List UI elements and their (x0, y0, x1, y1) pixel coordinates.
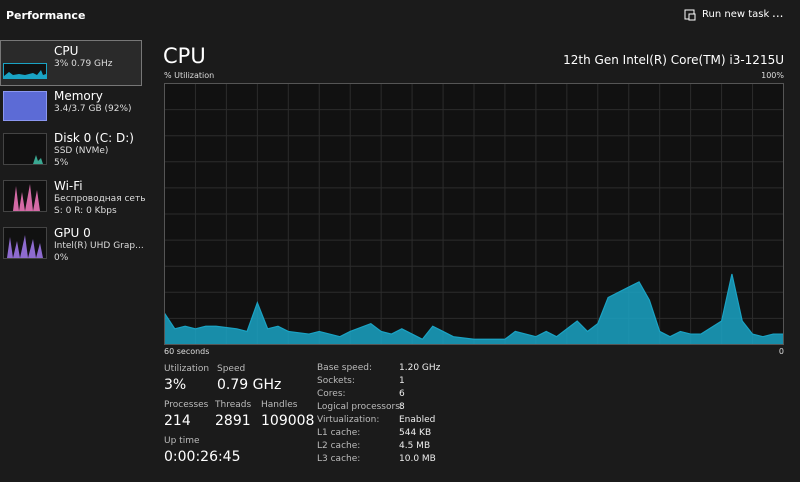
disk-thumb (3, 133, 47, 165)
spec-value: 8 (399, 402, 405, 412)
sidebar-item-detail: 5% (54, 158, 69, 168)
sidebar-item-detail: Беспроводная сеть (54, 194, 146, 204)
cpu-thumb (3, 63, 47, 79)
stat-value: 0.79 GHz (217, 377, 282, 393)
spec-value: 1 (399, 376, 405, 386)
spec-label: L2 cache: (317, 441, 361, 451)
stat-value: 0:00:26:45 (164, 449, 241, 465)
sidebar-item-name[interactable]: CPU (54, 44, 79, 58)
spec-value: 4.5 MB (399, 441, 431, 451)
cpu-line (164, 273, 784, 341)
run-new-task[interactable]: Run new task (702, 9, 770, 20)
page-title: CPU (163, 44, 206, 68)
spec-value: 1.20 GHz (399, 363, 441, 373)
spec-value: Enabled (399, 415, 436, 425)
stat-label: Utilization (164, 364, 210, 374)
sidebar-item-detail: SSD (NVMe) (54, 146, 109, 156)
spec-value: 10.0 MB (399, 454, 436, 464)
stat-label: Handles (261, 400, 298, 410)
stat-label: Up time (164, 436, 200, 446)
spec-label: L3 cache: (317, 454, 361, 464)
sidebar-item-name[interactable]: Memory (54, 89, 103, 103)
stat-value: 214 (164, 413, 191, 429)
stat-label: Threads (215, 400, 252, 410)
spec-label: L1 cache: (317, 428, 361, 438)
spec-label: Virtualization: (317, 415, 380, 425)
spec-value: 544 KB (399, 428, 432, 438)
x-end-label: 0 (778, 347, 784, 356)
cpu-graph (164, 83, 784, 345)
y-max-label: 100% (761, 71, 784, 80)
sidebar-item-detail: 3% 0.79 GHz (54, 59, 113, 69)
sidebar-item-detail: 3.4/3.7 GB (92%) (54, 104, 132, 114)
processor-name: 12th Gen Intel(R) Core(TM) i3-1215U (563, 53, 784, 67)
sidebar-item-name[interactable]: Disk 0 (C: D:) (54, 131, 134, 145)
stat-value: 2891 (215, 413, 251, 429)
spec-label: Base speed: (317, 363, 372, 373)
sidebar-item-detail: Intel(R) UHD Grap... (54, 241, 144, 251)
stat-label: Speed (217, 364, 246, 374)
x-start-label: 60 seconds (164, 347, 210, 356)
app-title: Performance (6, 9, 86, 22)
sidebar-item-detail: S: 0 R: 0 Kbps (54, 206, 117, 216)
run-task-icon (684, 9, 696, 21)
sidebar-item-name[interactable]: GPU 0 (54, 226, 91, 240)
stat-label: Processes (164, 400, 209, 410)
spec-label: Cores: (317, 389, 346, 399)
y-label: % Utilization (164, 71, 215, 80)
spec-label: Sockets: (317, 376, 355, 386)
sidebar-item-name[interactable]: Wi-Fi (54, 179, 83, 193)
spec-value: 6 (399, 389, 405, 399)
spec-label: Logical processors: (317, 402, 403, 412)
stat-value: 3% (164, 377, 187, 393)
gpu-thumb (3, 227, 47, 259)
wifi-thumb (3, 180, 47, 212)
cpu-area (164, 274, 784, 345)
more-button[interactable]: ... (772, 6, 784, 20)
memory-thumb (3, 91, 47, 121)
sidebar-item-detail: 0% (54, 253, 69, 263)
stat-value: 109008 (261, 413, 315, 429)
graph-border (164, 83, 784, 345)
